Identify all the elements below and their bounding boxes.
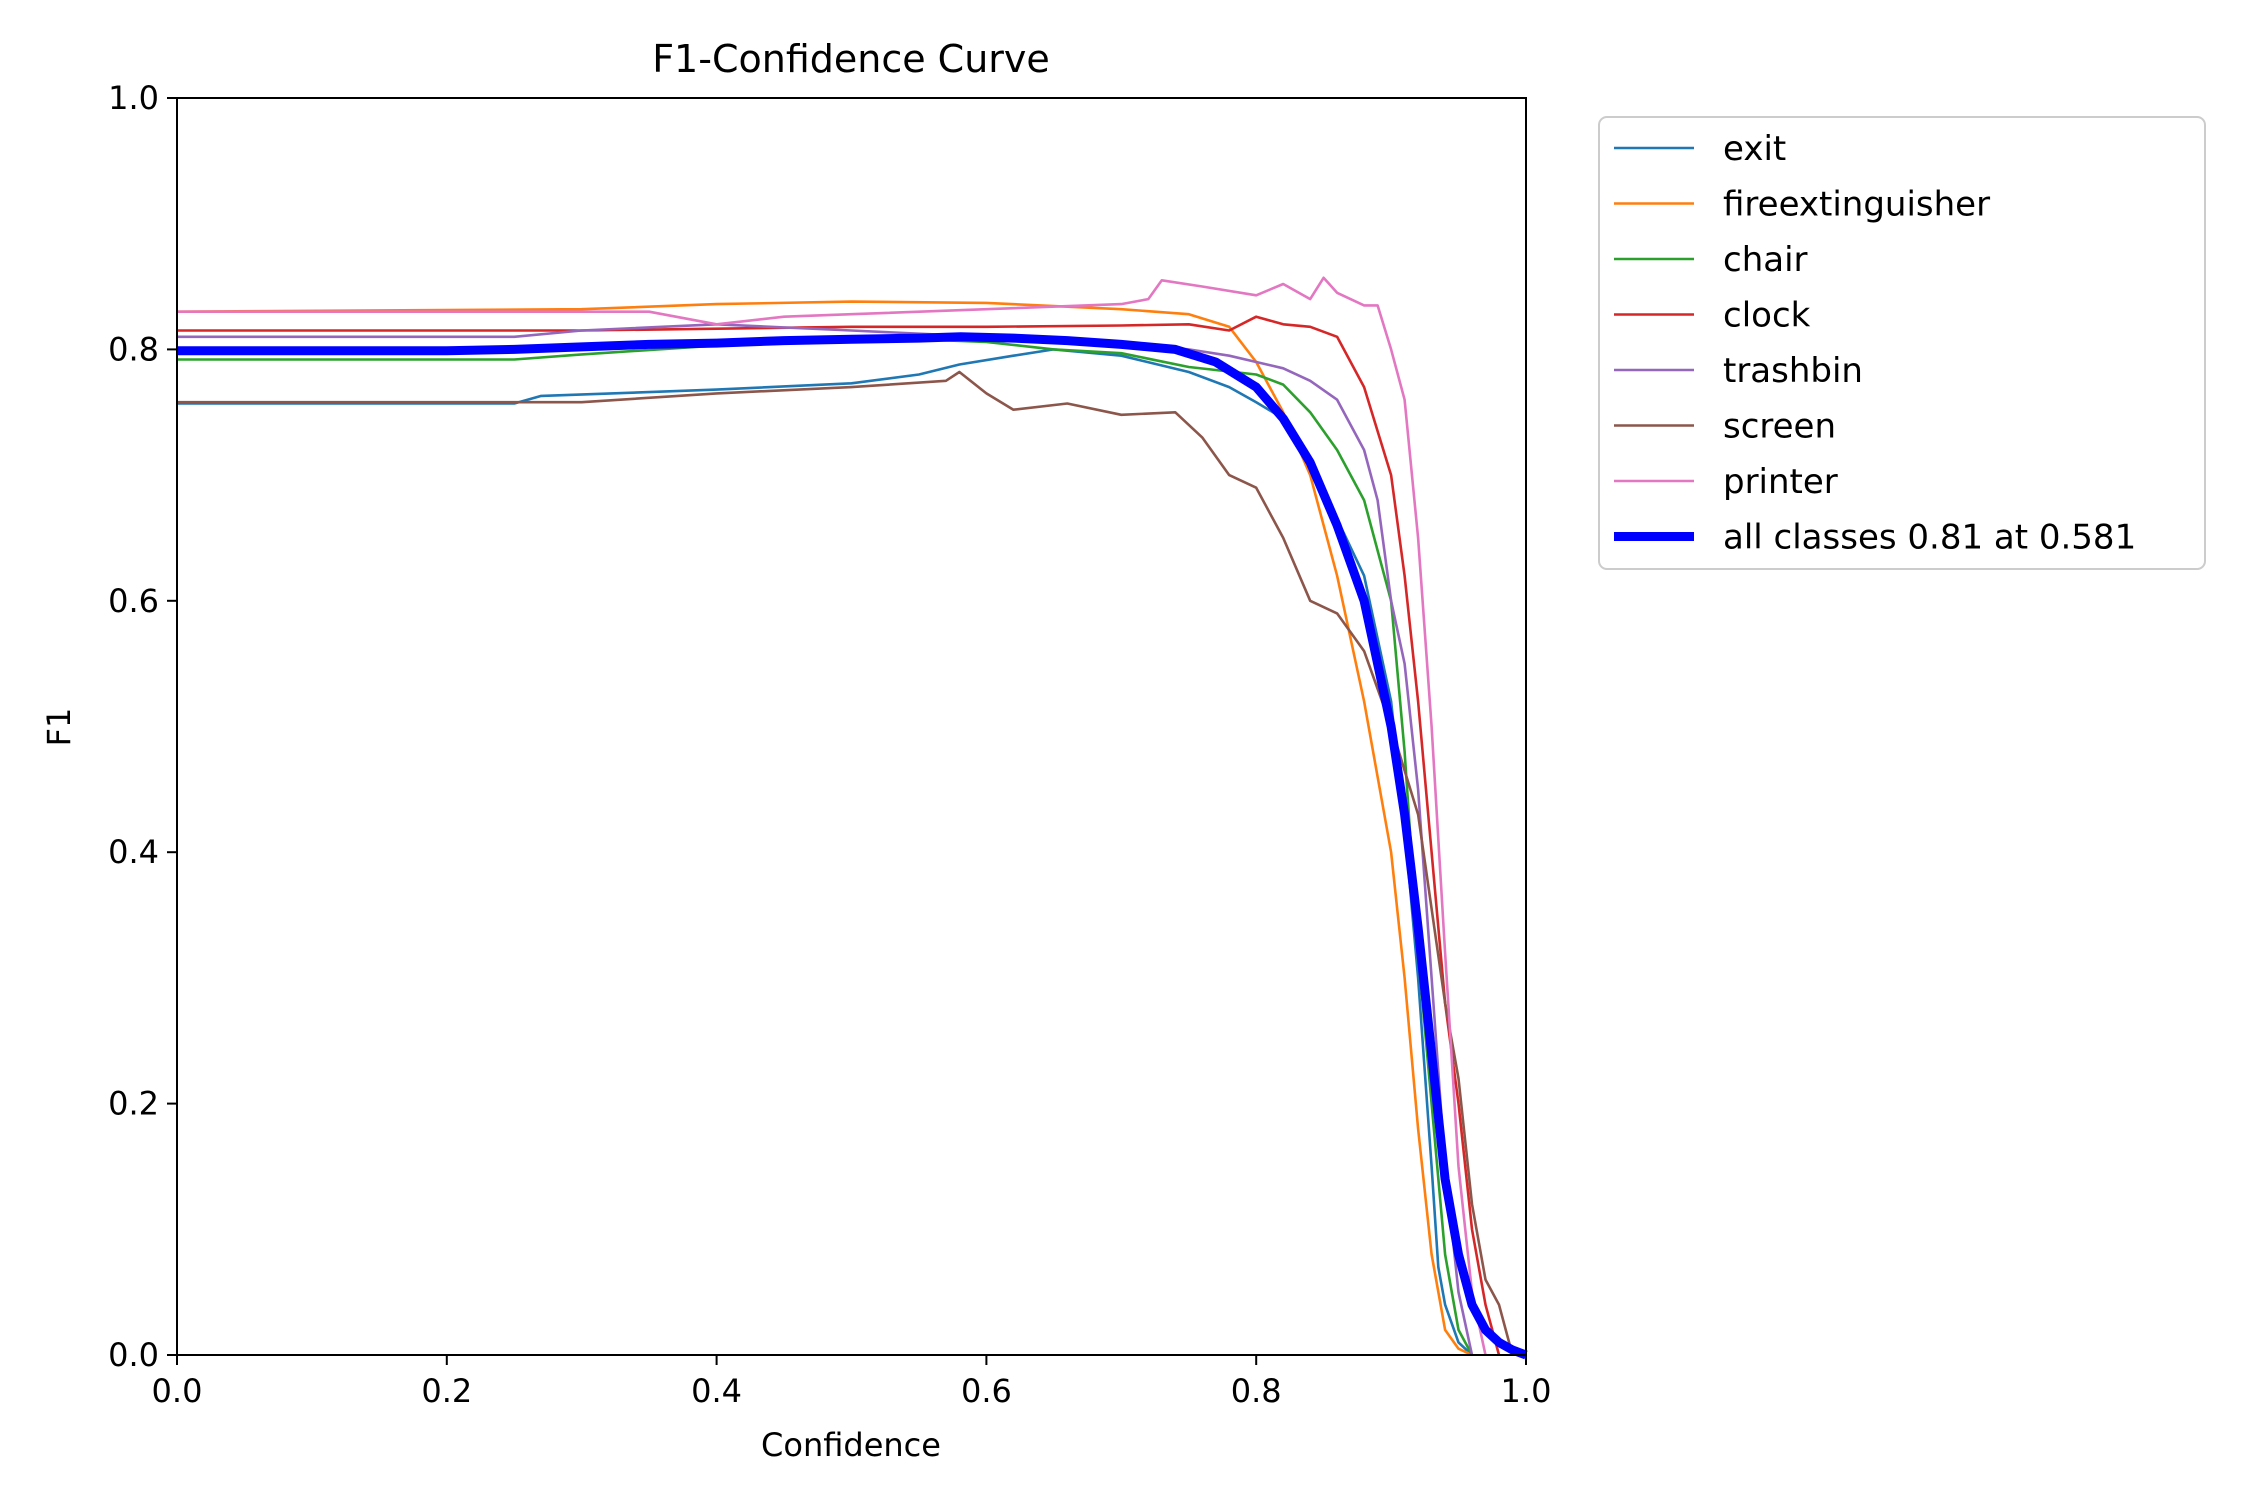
y-tick-label: 0.8 xyxy=(108,330,159,368)
legend-items: exit fireextinguisher chair clock trashbin sc… xyxy=(1614,129,2136,558)
y-tick-label: 0.6 xyxy=(108,582,159,620)
series-line-6 xyxy=(177,276,1487,1356)
legend-label: screen xyxy=(1723,407,1836,447)
series-line-0 xyxy=(177,348,1473,1356)
chart-title: F1-Confidence Curve xyxy=(652,37,1050,81)
series-line-3 xyxy=(177,315,1501,1356)
y-tick-label: 0.4 xyxy=(108,833,159,871)
x-tick-label: 0.8 xyxy=(1231,1372,1282,1410)
x-tick-label: 0.0 xyxy=(152,1372,203,1410)
legend-label: trashbin xyxy=(1723,351,1863,391)
y-ticks: 0.0 0.2 0.4 0.6 0.8 1.0 xyxy=(108,79,177,1374)
x-tick-label: 1.0 xyxy=(1501,1372,1552,1410)
y-tick-label: 1.0 xyxy=(108,79,159,117)
legend-label: chair xyxy=(1723,240,1808,280)
x-tick-label: 0.6 xyxy=(961,1372,1012,1410)
legend: exit fireextinguisher chair clock trashbin sc… xyxy=(1598,116,2206,570)
legend-label: clock xyxy=(1723,296,1811,336)
y-tick-label: 0.2 xyxy=(108,1085,159,1123)
y-axis-label: F1 xyxy=(40,708,78,747)
series-line-5 xyxy=(177,370,1514,1356)
y-tick-label: 0.0 xyxy=(108,1336,159,1374)
legend-label: all classes 0.81 at 0.581 xyxy=(1723,518,2136,558)
legend-box xyxy=(1598,116,2206,570)
series-line-4 xyxy=(177,323,1474,1356)
x-tick-label: 0.2 xyxy=(421,1372,472,1410)
plot-frame xyxy=(176,97,1527,1356)
series-line-7 xyxy=(177,332,1528,1360)
x-ticks: 0.0 0.2 0.4 0.6 0.8 1.0 xyxy=(152,1355,1552,1410)
x-tick-label: 0.4 xyxy=(691,1372,742,1410)
legend-label: printer xyxy=(1723,462,1838,502)
x-axis-label: Confidence xyxy=(761,1426,941,1464)
legend-label: fireextinguisher xyxy=(1723,185,1990,225)
series-layer xyxy=(176,276,1528,1360)
legend-label: exit xyxy=(1723,129,1786,169)
